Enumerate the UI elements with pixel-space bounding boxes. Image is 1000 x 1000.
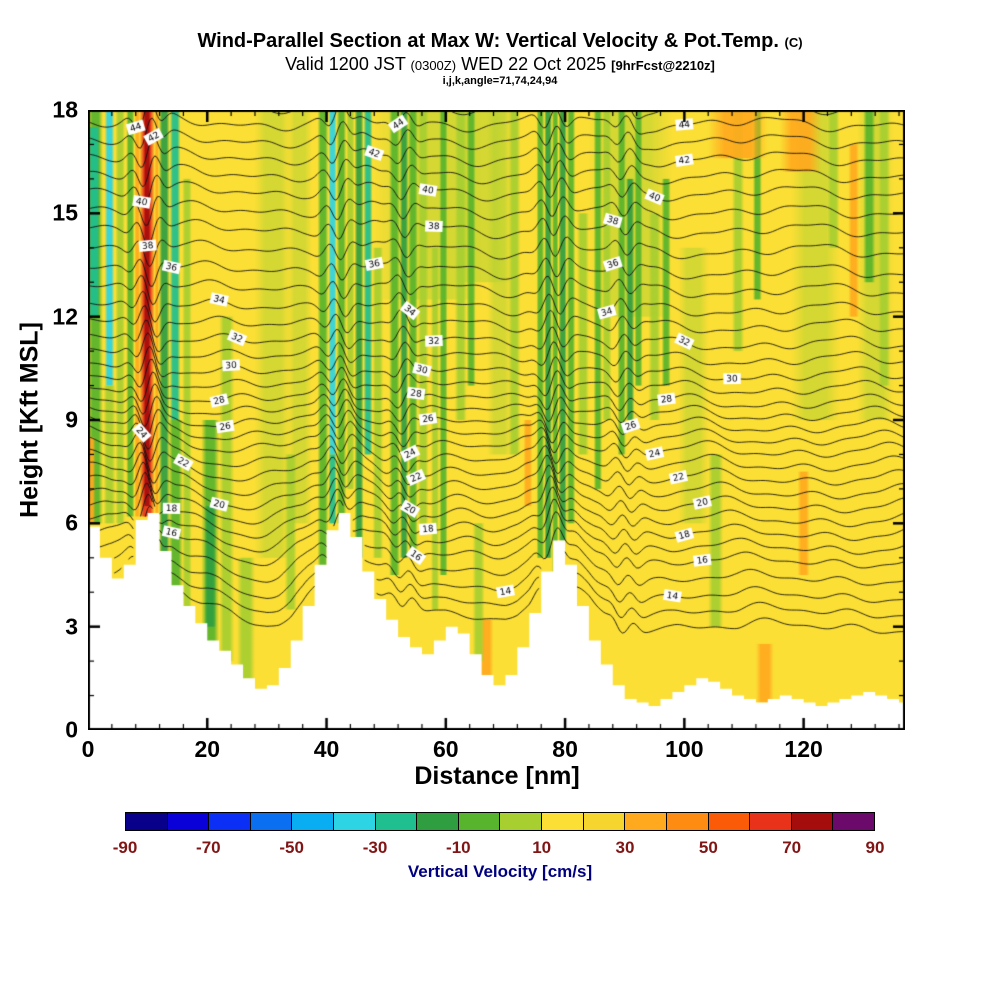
colorbar-segment: [625, 813, 667, 830]
colorbar-title: Vertical Velocity [cm/s]: [407, 862, 593, 881]
chart-title-line: Wind-Parallel Section at Max W: Vertical…: [0, 30, 1000, 53]
colorbar-segment: [500, 813, 543, 830]
chart-title: Wind-Parallel Section at Max W: Vertical…: [197, 30, 779, 52]
colorbar-segment: [583, 813, 626, 830]
colorbar-segment: [126, 813, 168, 830]
y-tick-label: 6: [65, 509, 78, 536]
x-tick-label: 0: [81, 736, 95, 762]
colorbar-tick-label: 50: [698, 838, 718, 857]
colorbar-segment: [375, 813, 418, 830]
y-tick-label: 9: [65, 406, 78, 433]
x-tick-label: 60: [433, 736, 459, 762]
colorbar-tick-label: 70: [782, 838, 802, 857]
chart-title-unit: (C): [784, 35, 803, 50]
y-tick-label: 12: [52, 303, 78, 330]
x-tick-label: 20: [194, 736, 221, 762]
chart-header: Wind-Parallel Section at Max W: Vertical…: [0, 30, 1000, 87]
valid-time: Valid 1200 JST: [285, 54, 406, 74]
colorbar-segment: [666, 813, 709, 830]
y-tick-label: 3: [65, 613, 78, 640]
colorbar-segment: [750, 813, 792, 830]
y-axis-title: Height [Kft MSL]: [15, 322, 44, 518]
colorbar-tick-label: 90: [865, 838, 885, 857]
y-tick-label: 15: [52, 199, 78, 226]
y-tick-label: 0: [65, 716, 78, 743]
colorbar-segment: [209, 813, 251, 830]
colorbar-segment: [542, 813, 584, 830]
colorbar-segment: [292, 813, 335, 830]
grid-info: i,j,k,angle=71,74,24,94: [442, 75, 558, 87]
colorbar-segment: [334, 813, 376, 830]
colorbar-segment: [708, 813, 751, 830]
valid-time-line: Valid 1200 JST (0300Z) WED 22 Oct 2025 […: [0, 54, 1000, 75]
colorbar-tick-label: -90: [112, 838, 138, 857]
colorbar-segment: [250, 813, 293, 830]
colorbar-tick-label: -70: [196, 838, 221, 857]
x-tick-label: 120: [784, 736, 823, 762]
x-axis-title: Distance [nm]: [414, 762, 580, 790]
valid-time-z: (0300Z): [410, 58, 457, 73]
x-tick-label: 40: [313, 736, 340, 762]
colorbar-segment: [791, 813, 834, 830]
colorbar-tick-label: 10: [532, 838, 552, 857]
cross-section-plot: [88, 110, 905, 730]
colorbar: [125, 812, 875, 831]
colorbar-segment: [458, 813, 501, 830]
colorbar-tick-label: -50: [279, 838, 304, 857]
colorbar-segment: [833, 813, 874, 830]
x-tick-label: 80: [552, 736, 578, 762]
y-tick-label: 18: [52, 96, 78, 123]
forecast-tag: [9hrFcst@2210z]: [611, 58, 715, 73]
colorbar-segment: [167, 813, 210, 830]
x-tick-label: 100: [665, 736, 704, 762]
colorbar-segment: [417, 813, 459, 830]
colorbar-tick-label: -10: [446, 838, 471, 857]
colorbar-tick-label: -30: [362, 838, 388, 857]
valid-date: WED 22 Oct 2025: [461, 54, 607, 74]
colorbar-tick-label: 30: [615, 838, 635, 857]
